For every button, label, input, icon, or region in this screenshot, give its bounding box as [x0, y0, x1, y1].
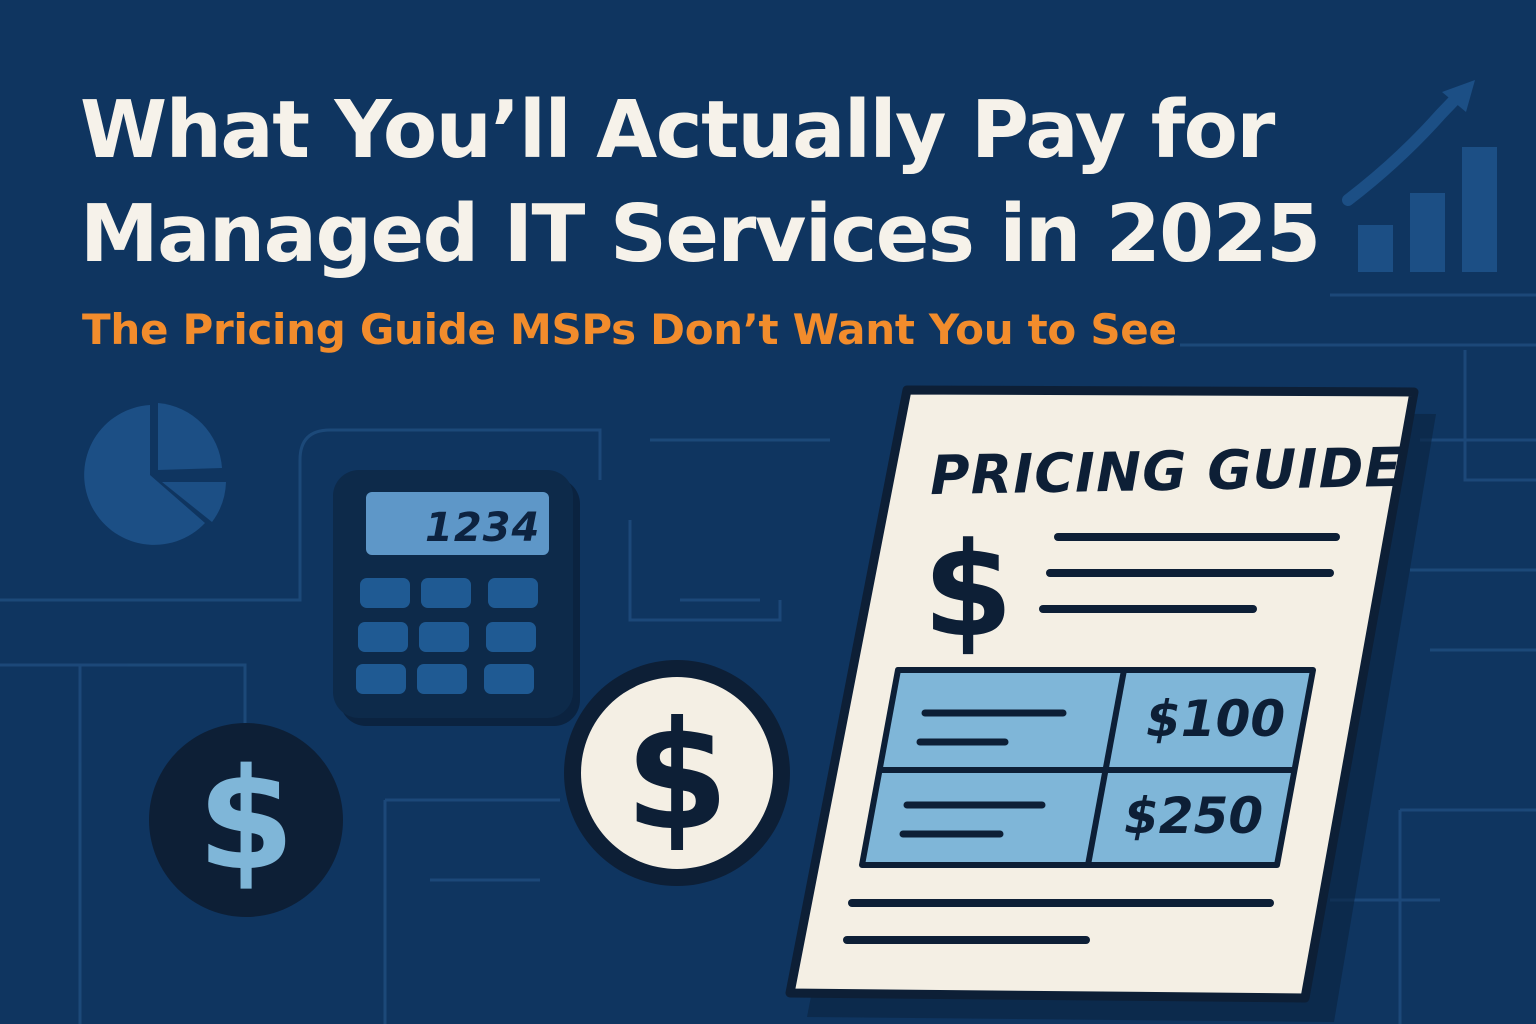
dollar-coin-icon: $ [149, 723, 343, 917]
price-cell-2: $250 [1124, 787, 1264, 845]
headline: What You’ll Actually Pay for Managed IT … [80, 78, 1321, 286]
circuit-lines [0, 293, 1536, 1024]
svg-text:$: $ [197, 739, 294, 902]
pricing-document-icon: $ [785, 385, 1436, 1022]
price-cell-1: $100 [1146, 690, 1286, 748]
trend-arrow-icon [1342, 80, 1475, 206]
pie-chart-icon [84, 403, 226, 545]
svg-text:$: $ [923, 514, 1013, 666]
bar-chart-icon [1358, 147, 1497, 272]
subheadline: The Pricing Guide MSPs Don’t Want You to… [82, 305, 1177, 354]
headline-line-2: Managed IT Services in 2025 [80, 188, 1321, 280]
headline-line-1: What You’ll Actually Pay for [80, 84, 1275, 176]
svg-text:$: $ [625, 690, 729, 864]
dollar-coin-icon: $ [564, 660, 790, 886]
calculator-icon [333, 470, 580, 726]
document-title: PRICING GUIDE [929, 435, 1403, 508]
calculator-display: 1234 [425, 505, 541, 551]
